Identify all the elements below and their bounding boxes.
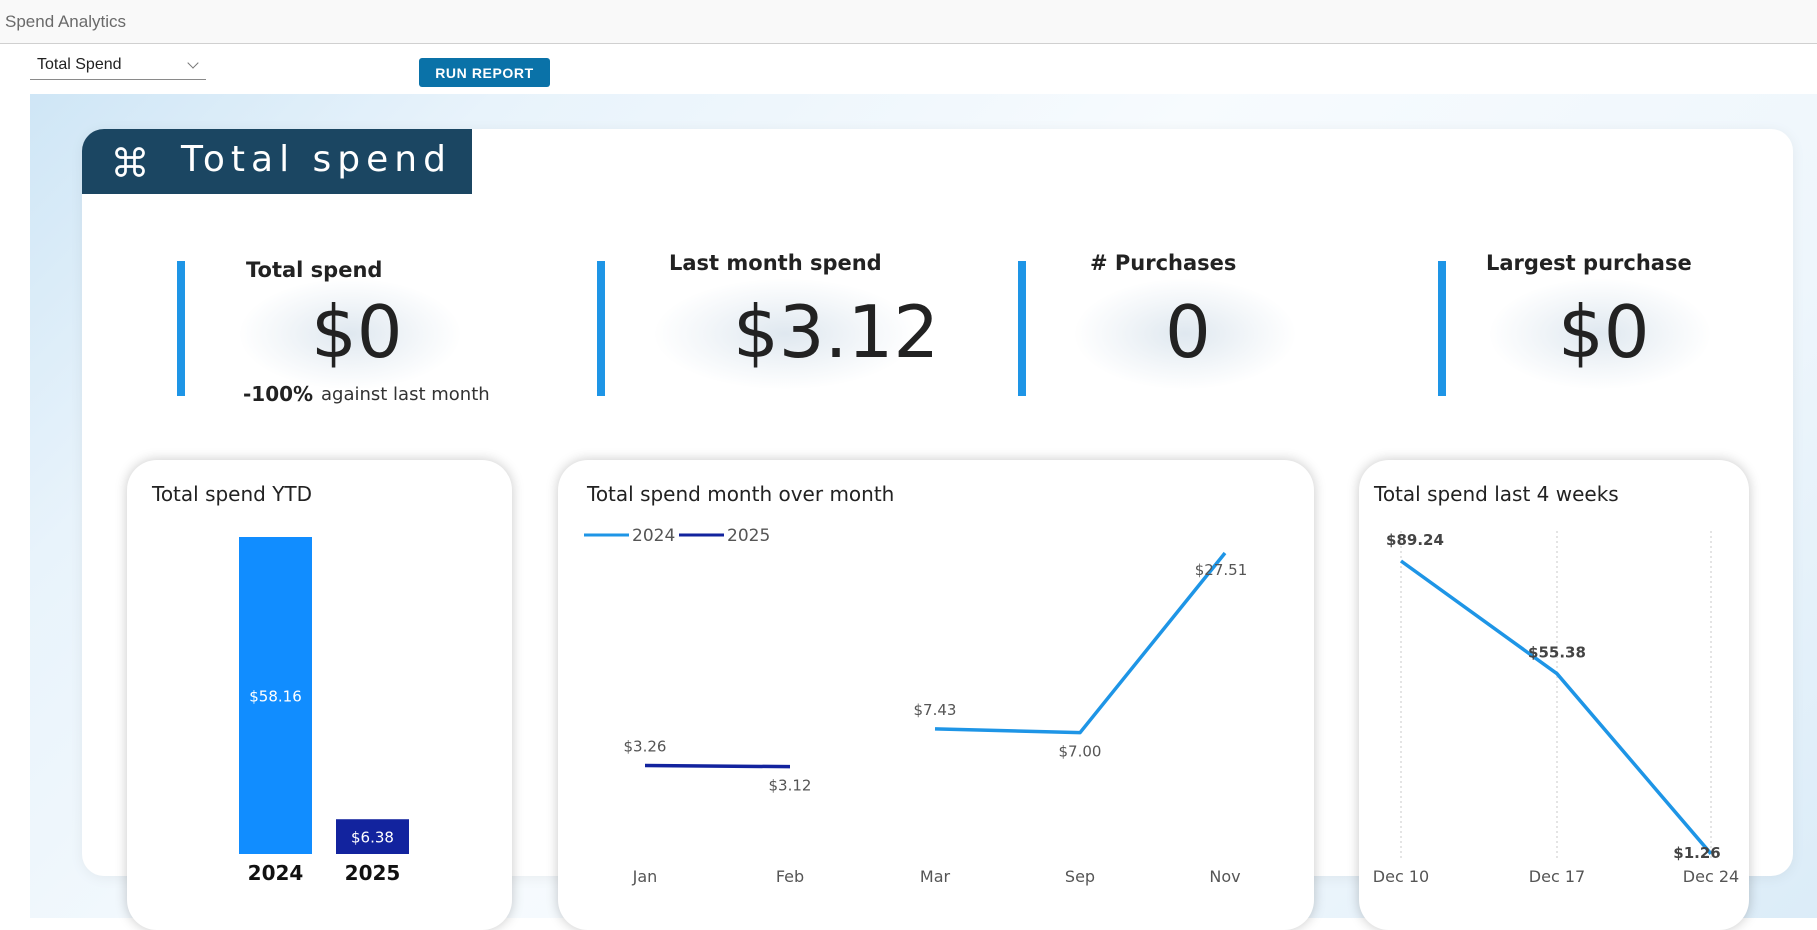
kpi-purchases-value: 0 (1165, 290, 1211, 374)
command-icon (115, 147, 145, 177)
mom-series-line-2024 (934, 551, 1227, 735)
kpi-last-month-value: $3.12 (733, 290, 940, 374)
kpi-total-spend-delta-label: against last month (321, 384, 490, 405)
weeks-line-chart: Dec 10 Dec 17 Dec 24 $89.24 $55.38 $1.26 (1373, 531, 1739, 886)
ytd-x-tick-label: 2025 (345, 861, 401, 885)
chevron-down-icon (187, 57, 199, 69)
weeks-x-tick-label: Dec 10 (1373, 867, 1429, 886)
kpi-total-spend-delta: -100% (243, 382, 314, 406)
ytd-bar-2025 (336, 819, 409, 854)
legend-label: 2024 (632, 526, 675, 546)
weeks-series-line (1399, 559, 1713, 855)
ytd-chart-title: Total spend YTD (152, 482, 313, 506)
report-type-select-value: Total Spend (37, 56, 122, 73)
ytd-chart-card: Total spend YTD $58.16 2024 $6.38 2025 (127, 460, 512, 930)
mom-x-tick-label: Sep (1065, 867, 1095, 886)
kpi-total-spend-label: Total spend (246, 258, 383, 282)
weeks-x-tick-label: Dec 24 (1683, 867, 1739, 886)
mom-x-tick-label: Nov (1209, 867, 1240, 886)
ytd-bar-data-label: $6.38 (351, 829, 394, 847)
mom-chart-title: Total spend month over month (587, 482, 895, 506)
weeks-x-tick-label: Dec 17 (1529, 867, 1585, 886)
mom-data-label: $7.00 (1059, 743, 1102, 761)
ytd-x-tick-label: 2024 (248, 861, 304, 885)
weeks-chart-card: Total spend last 4 weeks Dec 10 Dec 17 Dec… (1359, 460, 1749, 930)
kpi-glow (1075, 279, 1295, 389)
kpi-accent-bar (177, 261, 185, 396)
ytd-bar-chart: $58.16 2024 $6.38 2025 (239, 537, 409, 885)
kpi-total-spend-value: $0 (311, 290, 403, 374)
weeks-data-label: $89.24 (1386, 531, 1444, 549)
weeks-chart-title: Total spend last 4 weeks (1374, 482, 1619, 506)
kpi-last-month-label: Last month spend (669, 251, 882, 275)
dashboard-title-banner: Total spend (82, 129, 472, 194)
ytd-bar-data-label: $58.16 (249, 688, 302, 706)
dashboard-title: Total spend (181, 139, 452, 180)
kpi-accent-bar (1018, 261, 1026, 396)
kpi-accent-bar (597, 261, 605, 396)
kpi-accent-bar (1438, 261, 1446, 396)
kpi-largest-purchase-value: $0 (1558, 290, 1650, 374)
kpi-glow (240, 279, 460, 389)
mom-data-label: $3.12 (769, 777, 812, 795)
mom-series-line-2025 (644, 763, 791, 769)
mom-x-tick-label: Feb (776, 867, 804, 886)
kpi-purchases-label: # Purchases (1090, 251, 1237, 275)
run-report-button[interactable]: RUN REPORT (419, 58, 550, 87)
mom-x-tick-label: Mar (920, 867, 951, 886)
mom-x-tick-label: Jan (632, 867, 658, 886)
mom-chart-card: Total spend month over month 2024 2025 Jan… (558, 460, 1314, 930)
ytd-bar-2024 (239, 537, 312, 854)
legend-label: 2025 (727, 526, 770, 546)
app-title: Spend Analytics (5, 12, 126, 31)
report-type-select[interactable]: Total Spend (30, 52, 206, 80)
app-title-bar: Spend Analytics (0, 0, 1817, 44)
kpi-glow (655, 279, 915, 389)
mom-data-label: $7.43 (914, 701, 957, 719)
weeks-data-label: $55.38 (1528, 644, 1586, 662)
weeks-data-label: $1.26 (1673, 844, 1720, 862)
mom-data-label: $27.51 (1195, 561, 1248, 579)
mom-line-chart: 2024 2025 Jan Feb Mar Sep Nov $7.43 $7.00 $27.51 $… (584, 526, 1248, 886)
mom-data-label: $3.26 (624, 737, 667, 755)
kpi-largest-purchase-label: Largest purchase (1486, 251, 1692, 275)
kpi-glow (1490, 279, 1710, 389)
